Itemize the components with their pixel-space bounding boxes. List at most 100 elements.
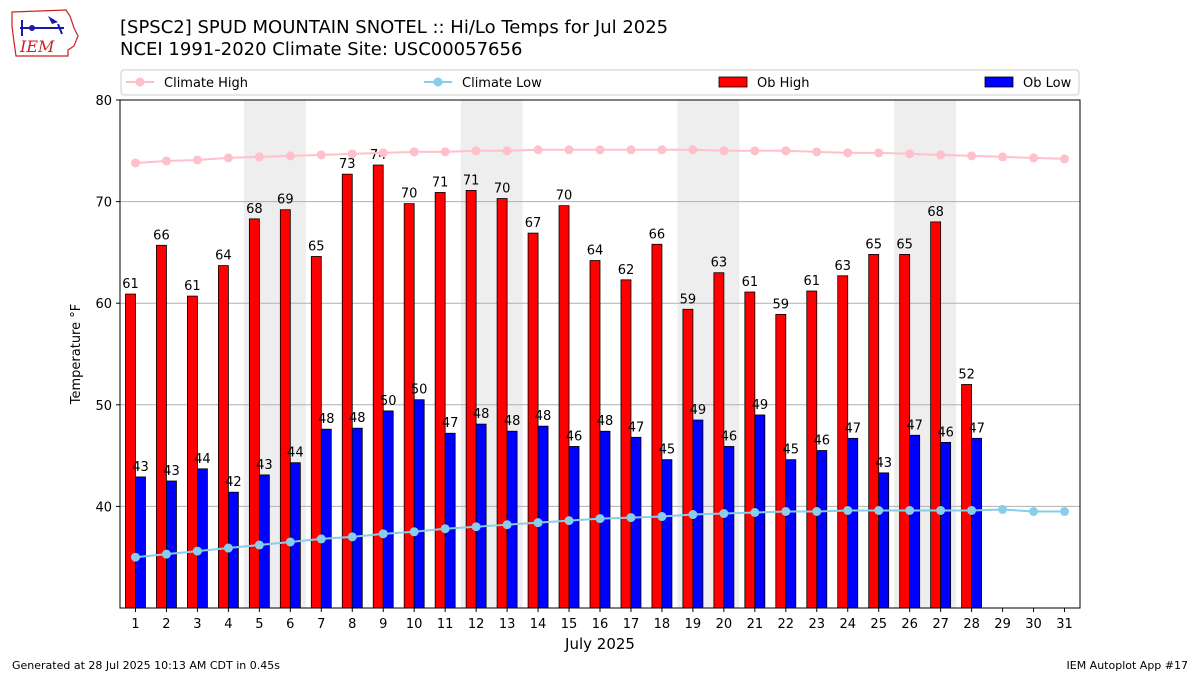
climate-high-point (533, 145, 543, 155)
ob-high-value-label: 64 (587, 244, 604, 259)
ob-low-bar (568, 446, 580, 609)
climate-high-point (1029, 153, 1039, 163)
climate-high-point (223, 153, 233, 163)
climate-high-point (502, 146, 512, 156)
climate-low-point (843, 505, 853, 515)
x-tick-label: 24 (839, 617, 856, 632)
ob-high-bar (279, 209, 291, 609)
x-tick-label: 22 (778, 617, 795, 632)
climate-low-point (409, 527, 419, 537)
ob-low-value-label: 50 (411, 383, 428, 398)
ob-low-value-label: 45 (783, 443, 800, 458)
ob-low-value-label: 48 (597, 414, 614, 429)
ob-low-value-label: 47 (968, 421, 985, 436)
climate-high-point (905, 149, 915, 159)
climate-high-point (347, 149, 357, 159)
x-tick-label: 21 (747, 617, 764, 632)
ob-low-value-label: 47 (628, 420, 645, 435)
climate-low-point (719, 509, 729, 519)
climate-high-point (409, 147, 419, 157)
iem-logo: IEM (11, 9, 79, 57)
climate-low-point (905, 505, 915, 515)
ob-low-bar (475, 423, 487, 609)
ob-high-value-label: 69 (277, 193, 294, 208)
ob-low-value-label: 48 (535, 409, 552, 424)
legend-ob-high-swatch (718, 76, 748, 88)
climate-high-point (719, 146, 729, 156)
ob-low-value-label: 42 (225, 475, 242, 490)
ob-high-bar (775, 313, 787, 609)
ob-high-value-label: 63 (711, 256, 728, 271)
legend-ob-low-label: Ob Low (1023, 76, 1072, 91)
legend: Climate High Climate Low Ob High Ob Low (120, 69, 1080, 96)
ob-high-value-label: 73 (339, 157, 356, 172)
ob-high-value-label: 68 (246, 202, 263, 217)
legend-climate-low-marker (433, 77, 443, 87)
ob-low-bar (661, 459, 673, 609)
ob-high-bar (837, 275, 849, 609)
legend-box (120, 69, 1080, 96)
y-tick-label: 40 (95, 500, 112, 515)
x-tick-label: 6 (286, 617, 294, 632)
ob-high-bar (930, 221, 942, 609)
climate-low-point (440, 524, 450, 534)
ob-high-bar (372, 164, 384, 609)
x-axis-label: July 2025 (564, 635, 635, 653)
x-tick-label: 12 (468, 617, 485, 632)
ob-high-bar (651, 243, 663, 609)
ob-low-value-label: 48 (473, 407, 490, 422)
x-tick-label: 29 (994, 617, 1011, 632)
ob-high-value-label: 70 (494, 182, 511, 197)
ob-low-value-label: 46 (566, 429, 583, 444)
climate-low-point (347, 532, 357, 542)
ob-high-value-label: 71 (432, 175, 449, 190)
climate-high-point (316, 150, 326, 160)
x-tick-label: 23 (809, 617, 826, 632)
x-tick-label: 8 (348, 617, 356, 632)
climate-high-point (471, 146, 481, 156)
ob-high-bar (620, 279, 632, 609)
climate-high-point (688, 145, 698, 155)
climate-low-point (781, 506, 791, 516)
ob-high-value-label: 67 (525, 216, 542, 231)
climate-low-point (1029, 506, 1039, 516)
climate-high-point (1060, 154, 1070, 164)
climate-low-point (223, 543, 233, 553)
y-tick-label: 50 (95, 399, 112, 414)
ob-high-value-label: 63 (834, 259, 851, 274)
ob-high-value-label: 65 (308, 239, 325, 254)
x-axis: 1 2 3 4 5 6 7 8 9 10 11 12 13 14 15 16 17 18 19 20 21 22 23 24 2… (131, 608, 1073, 632)
y-tick-label: 80 (95, 94, 112, 109)
x-tick-label: 4 (224, 617, 232, 632)
climate-high-point (657, 145, 667, 155)
ob-low-value-label: 49 (752, 398, 769, 413)
climate-high-point (378, 148, 388, 158)
ob-low-bar (723, 446, 735, 609)
chart-title-line-2: NCEI 1991-2020 Climate Site: USC00057656 (120, 39, 523, 60)
climate-low-point (502, 520, 512, 530)
ob-high-bar (682, 308, 694, 609)
x-tick-label: 19 (685, 617, 702, 632)
y-tick-label: 70 (95, 196, 112, 211)
ob-high-bar (217, 265, 229, 609)
climate-high-point (595, 145, 605, 155)
ob-high-value-label: 52 (958, 367, 975, 382)
climate-high-point (998, 152, 1008, 162)
ob-low-bar (413, 399, 425, 609)
climate-low-point (657, 512, 667, 522)
ob-low-value-label: 48 (349, 411, 366, 426)
ob-low-value-label: 45 (659, 443, 676, 458)
ob-low-bar (197, 468, 208, 609)
x-tick-label: 9 (379, 617, 387, 632)
climate-low-point (285, 537, 295, 547)
ob-low-value-label: 46 (937, 425, 954, 440)
bar-series (125, 164, 983, 609)
climate-low-point (750, 507, 760, 517)
ob-low-bar (909, 434, 921, 609)
climate-high-point (812, 147, 822, 157)
climate-low-point (564, 516, 574, 526)
x-tick-label: 2 (162, 617, 170, 632)
ob-high-bar (341, 173, 353, 609)
ob-low-bar (289, 462, 301, 609)
